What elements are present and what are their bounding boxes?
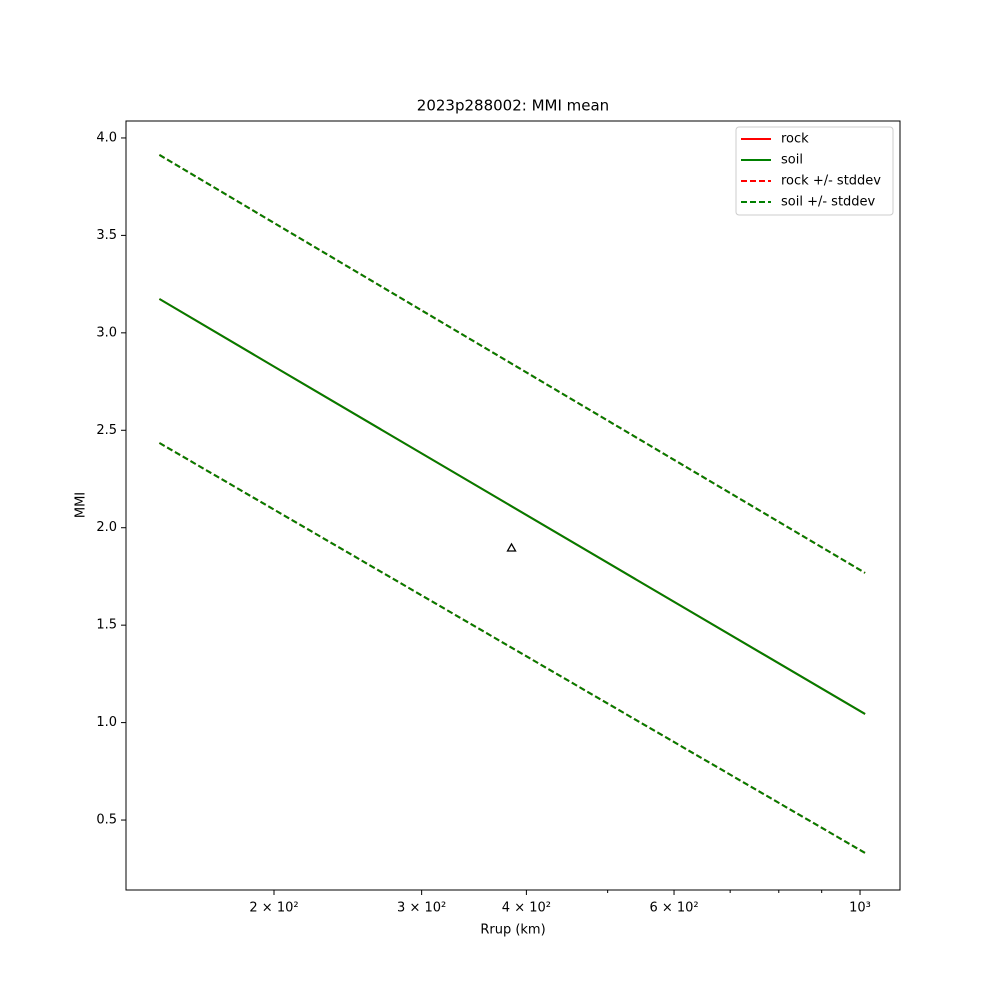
series-line <box>158 154 866 574</box>
x-tick-label: 6 × 10² <box>649 901 698 916</box>
series-line <box>158 442 866 854</box>
y-tick-label: 3.0 <box>96 325 117 340</box>
y-tick-label: 2.0 <box>96 520 117 535</box>
y-tick-label: 2.5 <box>96 423 117 438</box>
series-line <box>158 298 866 715</box>
x-tick-label: 4 × 10² <box>502 901 551 916</box>
chart-title: 2023p288002: MMI mean <box>417 97 609 115</box>
x-tick-label: 10³ <box>849 901 871 916</box>
legend-label: soil <box>781 153 803 168</box>
x-tick-label: 2 × 10² <box>249 901 298 916</box>
legend-label: soil +/- stddev <box>781 195 876 210</box>
y-tick-label: 4.0 <box>96 130 117 145</box>
x-axis-label: Rrup (km) <box>480 923 545 938</box>
y-tick-label: 0.5 <box>96 813 117 828</box>
legend-label: rock <box>781 132 809 147</box>
y-tick-label: 3.5 <box>96 228 117 243</box>
x-tick-label: 3 × 10² <box>397 901 446 916</box>
observation-marker <box>506 542 517 552</box>
y-tick-label: 1.5 <box>96 618 117 633</box>
legend-box <box>735 126 894 216</box>
plot-frame <box>125 120 901 891</box>
y-tick-label: 1.0 <box>96 715 117 730</box>
y-axis-label: MMI <box>74 492 89 518</box>
legend-label: rock +/- stddev <box>781 174 881 189</box>
